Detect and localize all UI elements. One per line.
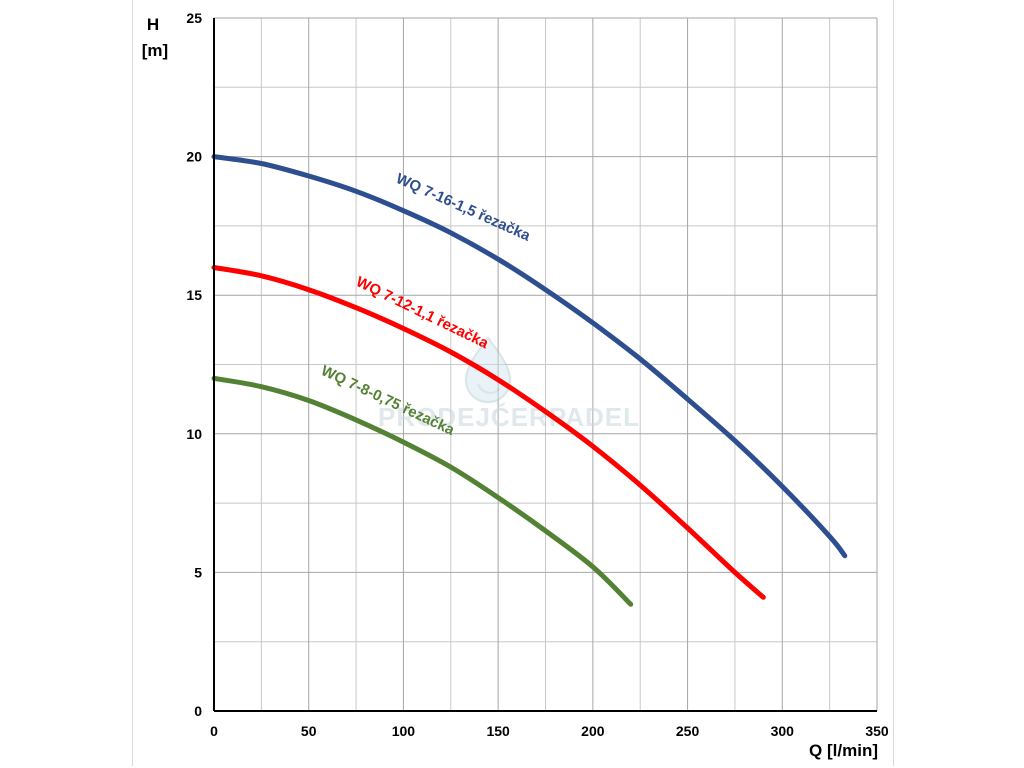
y-axis-title-line-1: H: [147, 15, 159, 34]
x-tick-label: 350: [865, 723, 889, 739]
y-axis-title-line-2: [m]: [142, 41, 168, 60]
y-tick-label: 20: [186, 149, 202, 165]
x-tick-label: 250: [676, 723, 700, 739]
series-line-wq-7-12: [214, 268, 763, 598]
x-tick-label: 50: [301, 723, 317, 739]
x-tick-labels: 0 50 100 150 200 250 300 350: [210, 723, 889, 739]
series-label-wq-7-16: WQ 7-16-1,5 řezačka: [393, 170, 533, 245]
water-drop-logo: [466, 338, 510, 402]
y-tick-label: 0: [194, 703, 202, 719]
x-tick-label: 0: [210, 723, 218, 739]
y-tick-labels: 0 5 10 15 20 25: [186, 10, 202, 719]
minor-grid: [214, 18, 877, 711]
y-tick-label: 15: [186, 287, 202, 303]
y-tick-label: 25: [186, 10, 202, 26]
x-tick-label: 200: [581, 723, 605, 739]
x-tick-label: 100: [392, 723, 416, 739]
y-tick-label: 10: [186, 426, 202, 442]
x-tick-label: 150: [486, 723, 510, 739]
y-tick-label: 5: [194, 564, 202, 580]
x-tick-label: 300: [771, 723, 795, 739]
x-axis-title: Q [l/min]: [809, 741, 878, 760]
pump-performance-chart: PRODEJČERPADEL WQ 7-16-1,5 řezačkaWQ 7-1…: [0, 0, 1024, 768]
